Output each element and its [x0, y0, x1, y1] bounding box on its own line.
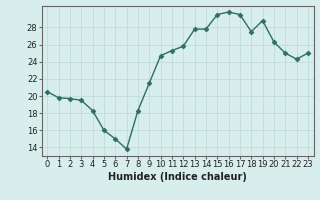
X-axis label: Humidex (Indice chaleur): Humidex (Indice chaleur): [108, 172, 247, 182]
